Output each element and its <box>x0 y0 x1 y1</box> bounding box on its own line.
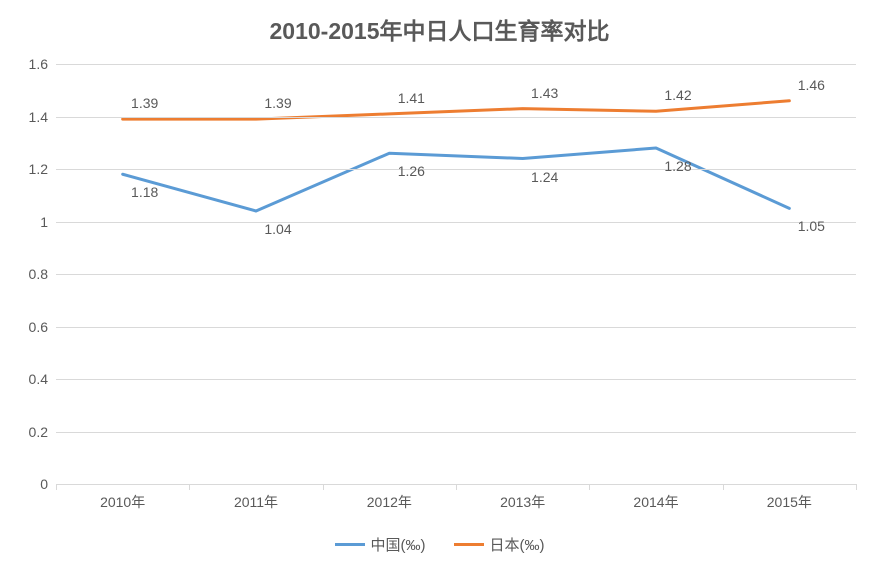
gridline <box>56 327 856 328</box>
legend-item: 日本(‰) <box>454 534 545 555</box>
gridline <box>56 169 856 170</box>
data-label: 1.41 <box>398 90 425 106</box>
gridline <box>56 222 856 223</box>
gridline <box>56 64 856 65</box>
x-tick-mark <box>856 484 857 490</box>
chart-title: 2010-2015年中日人口生育率对比 <box>0 12 879 46</box>
gridline <box>56 379 856 380</box>
legend: 中国(‰) 日本(‰) <box>0 534 879 555</box>
data-label: 1.46 <box>798 77 825 93</box>
data-label: 1.26 <box>398 163 425 179</box>
gridline <box>56 117 856 118</box>
x-tick-mark <box>189 484 190 490</box>
y-tick-label: 1.2 <box>29 161 48 177</box>
y-tick-label: 1.6 <box>29 56 48 72</box>
y-tick-label: 0 <box>40 476 48 492</box>
x-tick-label: 2013年 <box>500 492 545 512</box>
legend-label: 日本(‰) <box>490 534 545 555</box>
y-tick-label: 1 <box>40 214 48 230</box>
legend-swatch <box>335 543 365 546</box>
x-tick-label: 2011年 <box>234 492 278 512</box>
x-tick-mark <box>323 484 324 490</box>
gridline <box>56 432 856 433</box>
legend-swatch <box>454 543 484 546</box>
y-tick-label: 0.4 <box>29 371 48 387</box>
gridline <box>56 274 856 275</box>
legend-item: 中国(‰) <box>335 534 426 555</box>
x-tick-label: 2010年 <box>100 492 145 512</box>
x-tick-label: 2014年 <box>633 492 678 512</box>
y-tick-label: 0.2 <box>29 424 48 440</box>
data-label: 1.04 <box>264 221 291 237</box>
x-tick-mark <box>723 484 724 490</box>
data-label: 1.39 <box>264 95 291 111</box>
x-tick-label: 2012年 <box>367 492 412 512</box>
data-label: 1.39 <box>131 95 158 111</box>
data-label: 1.18 <box>131 184 158 200</box>
plot-area: 00.20.40.60.811.21.41.62010年2011年2012年20… <box>56 64 856 484</box>
chart-container: 2010-2015年中日人口生育率对比 00.20.40.60.811.21.4… <box>0 0 879 567</box>
x-tick-mark <box>589 484 590 490</box>
y-tick-label: 1.4 <box>29 109 48 125</box>
x-tick-mark <box>56 484 57 490</box>
y-tick-label: 0.6 <box>29 319 48 335</box>
data-label: 1.05 <box>798 218 825 234</box>
legend-label: 中国(‰) <box>371 534 426 555</box>
data-label: 1.28 <box>664 158 691 174</box>
y-tick-label: 0.8 <box>29 266 48 282</box>
x-tick-mark <box>456 484 457 490</box>
x-tick-label: 2015年 <box>767 492 812 512</box>
data-label: 1.24 <box>531 169 558 185</box>
data-label: 1.43 <box>531 85 558 101</box>
data-label: 1.42 <box>664 87 691 103</box>
